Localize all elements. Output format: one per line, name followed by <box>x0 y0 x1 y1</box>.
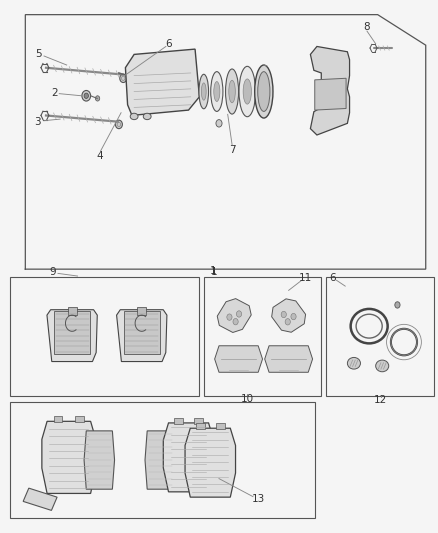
Ellipse shape <box>226 69 239 114</box>
Circle shape <box>237 311 242 317</box>
Ellipse shape <box>201 83 206 100</box>
Polygon shape <box>265 346 313 372</box>
Text: 13: 13 <box>251 494 265 504</box>
Ellipse shape <box>229 80 235 103</box>
Polygon shape <box>272 299 306 332</box>
Text: 10: 10 <box>241 394 254 404</box>
Text: 9: 9 <box>49 267 56 277</box>
Ellipse shape <box>143 114 151 119</box>
Text: 6: 6 <box>330 273 336 283</box>
Ellipse shape <box>130 114 138 119</box>
Ellipse shape <box>211 71 223 111</box>
Bar <box>75 416 84 422</box>
Polygon shape <box>125 49 199 115</box>
Polygon shape <box>217 298 251 333</box>
Circle shape <box>285 319 290 325</box>
Bar <box>68 307 77 315</box>
Ellipse shape <box>239 66 255 117</box>
Bar <box>53 416 62 422</box>
Circle shape <box>116 120 122 128</box>
Text: 7: 7 <box>229 145 235 155</box>
Bar <box>216 423 225 429</box>
Circle shape <box>395 302 400 308</box>
Ellipse shape <box>254 65 273 118</box>
Ellipse shape <box>376 360 389 372</box>
Polygon shape <box>315 78 346 110</box>
Circle shape <box>281 311 286 318</box>
Text: 6: 6 <box>166 39 172 49</box>
Ellipse shape <box>243 79 251 104</box>
Ellipse shape <box>214 82 220 101</box>
Bar <box>174 418 183 424</box>
Text: 3: 3 <box>34 117 41 127</box>
Text: 11: 11 <box>299 273 312 283</box>
Circle shape <box>216 119 222 127</box>
Polygon shape <box>84 431 115 489</box>
Bar <box>137 307 146 315</box>
Text: 5: 5 <box>35 50 42 59</box>
Polygon shape <box>23 488 57 511</box>
Circle shape <box>120 74 127 83</box>
Ellipse shape <box>199 74 208 109</box>
Text: 2: 2 <box>51 87 58 98</box>
Polygon shape <box>117 310 167 361</box>
Circle shape <box>233 319 238 325</box>
Text: 1: 1 <box>210 266 217 276</box>
Circle shape <box>95 96 100 101</box>
Polygon shape <box>215 346 262 372</box>
Text: 8: 8 <box>364 22 370 32</box>
Circle shape <box>291 313 296 320</box>
Text: 4: 4 <box>96 151 102 161</box>
Ellipse shape <box>347 358 360 369</box>
Polygon shape <box>42 421 96 494</box>
Circle shape <box>84 93 88 99</box>
Polygon shape <box>185 428 236 497</box>
Polygon shape <box>163 423 214 492</box>
Polygon shape <box>145 431 176 489</box>
Text: 1: 1 <box>211 267 217 277</box>
Bar <box>194 418 203 424</box>
Polygon shape <box>47 310 97 361</box>
Circle shape <box>227 314 232 320</box>
Polygon shape <box>311 46 350 135</box>
Bar <box>124 311 159 354</box>
Circle shape <box>82 91 91 101</box>
Bar <box>54 311 90 354</box>
Text: 12: 12 <box>374 395 388 405</box>
Bar <box>196 423 205 429</box>
Ellipse shape <box>258 71 270 111</box>
